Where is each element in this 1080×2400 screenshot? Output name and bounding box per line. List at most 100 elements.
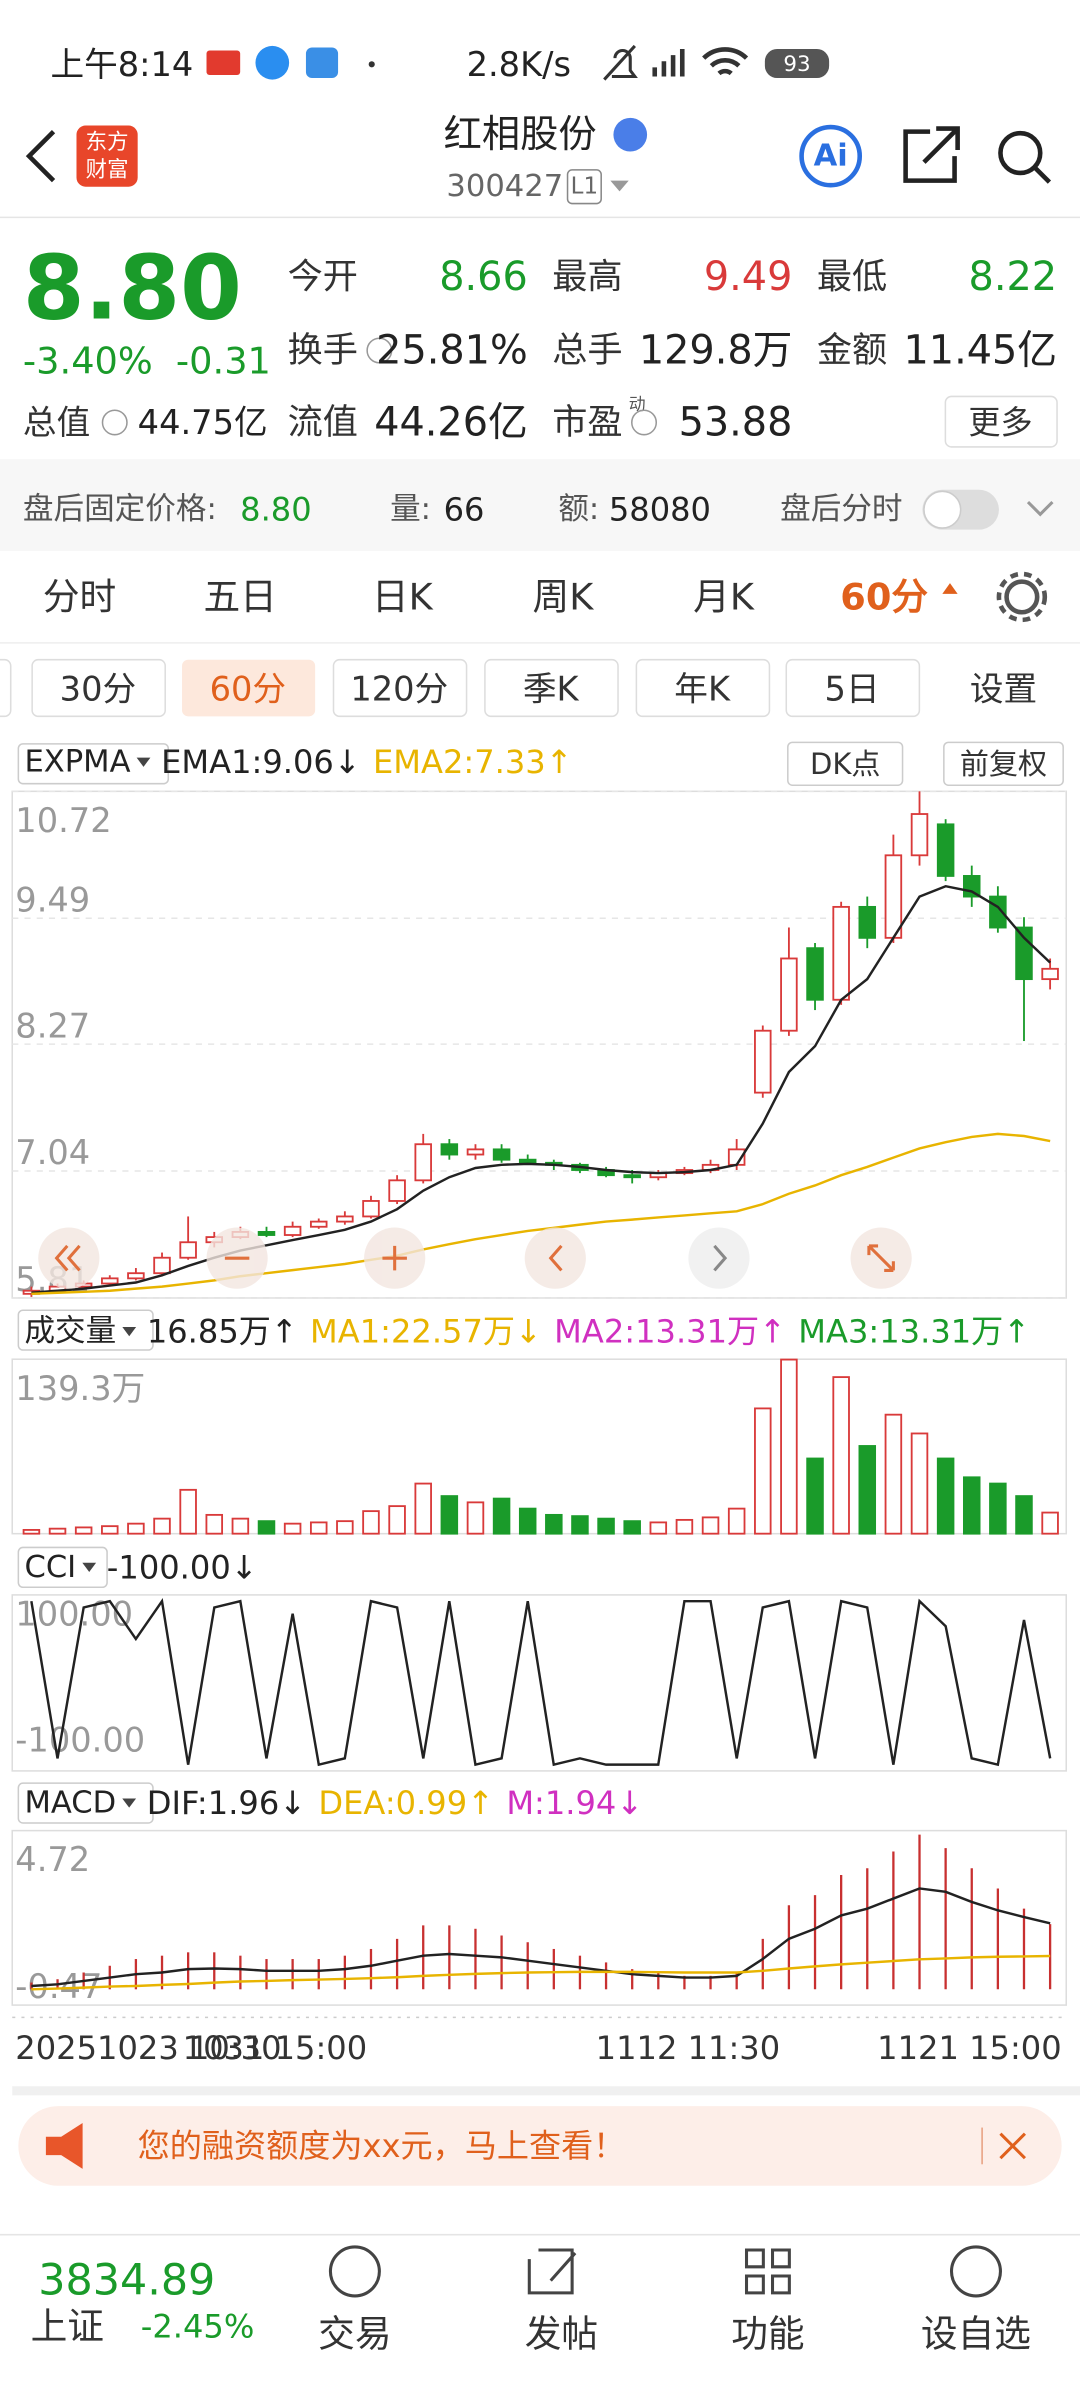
stat-label: 换手 bbox=[288, 330, 358, 371]
indicator-name[interactable]: MACD bbox=[24, 1786, 116, 1821]
candle-body bbox=[153, 1256, 171, 1275]
tab[interactable]: 月K bbox=[693, 575, 755, 618]
ai-button[interactable] bbox=[799, 124, 863, 188]
after-hours-label: 盘后固定价格: bbox=[23, 492, 217, 527]
y-tick-label: 4.72 bbox=[15, 1840, 90, 1879]
after-hours-label: 盘后分时 bbox=[780, 492, 902, 527]
candle-body bbox=[466, 1148, 485, 1156]
battery bbox=[764, 48, 830, 79]
status-icon bbox=[206, 50, 241, 75]
battery-level: 93 bbox=[783, 52, 810, 77]
sub-tab-box[interactable] bbox=[31, 658, 166, 718]
settings-gear bbox=[996, 571, 1048, 623]
stat-value: 9.49 bbox=[704, 254, 793, 300]
candle-body bbox=[388, 1179, 406, 1202]
stat-label: 最高 bbox=[552, 257, 622, 298]
indicator-name[interactable]: 成交量 bbox=[24, 1314, 116, 1349]
indicator-box[interactable] bbox=[17, 1546, 108, 1589]
search-button[interactable] bbox=[998, 130, 1043, 176]
nav-item[interactable]: 交易 bbox=[318, 2313, 391, 2356]
candle-body bbox=[754, 1029, 772, 1094]
candle-body bbox=[127, 1272, 145, 1280]
tab[interactable]: 五日 bbox=[203, 575, 276, 618]
sub-tab[interactable]: 设置 bbox=[970, 669, 1037, 708]
chart-button-label: 前复权 bbox=[960, 747, 1047, 781]
indicator-box[interactable] bbox=[17, 743, 170, 785]
sub-tab-box[interactable] bbox=[182, 659, 316, 717]
close-banner[interactable] bbox=[999, 2132, 1027, 2160]
after-hours-price: 8.80 bbox=[240, 491, 312, 529]
x-tick-label: 1112 11:30 bbox=[596, 2029, 780, 2067]
more-button[interactable] bbox=[944, 395, 1058, 448]
volume-bar bbox=[388, 1505, 406, 1535]
tab[interactable]: 周K bbox=[533, 575, 595, 618]
plots: EXPMA EMA1:9.06↓ EMA2:7.33↑ DK点 前复权 10.72 9.49… bbox=[12, 741, 1067, 2067]
legend-item: DEA:0.99↑ bbox=[318, 1784, 494, 1822]
candle-body bbox=[414, 1143, 432, 1182]
indicator-name[interactable]: CCI bbox=[24, 1550, 76, 1585]
indicator-box[interactable] bbox=[17, 1782, 154, 1824]
candle-body bbox=[910, 813, 929, 857]
chart-button[interactable] bbox=[943, 741, 1064, 786]
nav-item[interactable]: 设自选 bbox=[921, 2313, 1031, 2356]
sub-tabs: 30分 60分 120分 季K 年K 5日 设置 bbox=[0, 658, 1037, 718]
sub-tab[interactable]: 120分 bbox=[350, 669, 448, 708]
sub-tab[interactable]: 30分 bbox=[60, 669, 136, 708]
logo-text: 财富 bbox=[86, 157, 129, 182]
legend-item: -100.00↓ bbox=[107, 1548, 258, 1586]
tab[interactable]: 60分 bbox=[840, 575, 928, 618]
stat-label: 总值 bbox=[23, 403, 90, 442]
tab[interactable]: 分时 bbox=[43, 575, 116, 618]
sub-tab-box[interactable] bbox=[332, 658, 468, 718]
sub-tab[interactable]: 年K bbox=[674, 669, 731, 708]
nav-item[interactable]: 功能 bbox=[731, 2313, 804, 2356]
sub-tab[interactable]: 60分 bbox=[210, 669, 286, 708]
banner[interactable] bbox=[18, 2106, 1062, 2186]
status-icon bbox=[305, 47, 339, 79]
settings-button[interactable] bbox=[1004, 579, 1040, 615]
volume-bar bbox=[283, 1522, 302, 1535]
volume-bar bbox=[231, 1517, 250, 1535]
sub-tab[interactable]: 5日 bbox=[825, 669, 880, 708]
icon bbox=[949, 2245, 1002, 2298]
tab[interactable]: 日K bbox=[372, 575, 434, 618]
volume-bar bbox=[780, 1358, 798, 1535]
volume-bar bbox=[22, 1528, 41, 1535]
candle-body bbox=[806, 947, 824, 1001]
chart-button[interactable] bbox=[787, 741, 904, 786]
volume-bar bbox=[518, 1507, 537, 1535]
back-button[interactable] bbox=[25, 130, 56, 183]
icon bbox=[713, 1244, 728, 1272]
share-button[interactable] bbox=[903, 126, 960, 183]
sub-tab-box[interactable] bbox=[785, 658, 921, 718]
stat-value: 44.75亿 bbox=[138, 403, 268, 442]
sub-tab-box[interactable] bbox=[484, 658, 619, 718]
volume-bar bbox=[754, 1407, 772, 1535]
chart-frame bbox=[11, 1358, 1067, 1535]
indicator-name[interactable]: EXPMA bbox=[24, 745, 130, 780]
series-line bbox=[31, 1954, 1051, 1991]
volume-bar bbox=[414, 1482, 432, 1535]
sub-tab[interactable]: 季K bbox=[523, 669, 580, 708]
control-button[interactable] bbox=[524, 1227, 586, 1289]
y-tick-label: 139.3万 bbox=[15, 1369, 145, 1408]
info-icon bbox=[631, 409, 658, 436]
candle-body bbox=[283, 1225, 302, 1236]
control-button[interactable] bbox=[688, 1227, 750, 1289]
nav-item[interactable]: 发帖 bbox=[525, 2313, 598, 2356]
indicator-box[interactable] bbox=[17, 1309, 154, 1351]
stat-label: 金额 bbox=[817, 330, 887, 371]
legend-item: MA3:13.31万↑ bbox=[798, 1313, 1030, 1351]
volume-bar bbox=[48, 1527, 67, 1535]
sub-tab-box[interactable] bbox=[635, 658, 771, 718]
wifi-icon bbox=[702, 47, 749, 76]
dropdown-arrow bbox=[122, 1798, 137, 1808]
expand-arrow[interactable] bbox=[1026, 500, 1054, 517]
legend-item: M:1.94↓ bbox=[506, 1784, 643, 1822]
volume-bar bbox=[179, 1488, 197, 1535]
candle-body bbox=[832, 905, 850, 1001]
candle-body bbox=[518, 1158, 537, 1164]
